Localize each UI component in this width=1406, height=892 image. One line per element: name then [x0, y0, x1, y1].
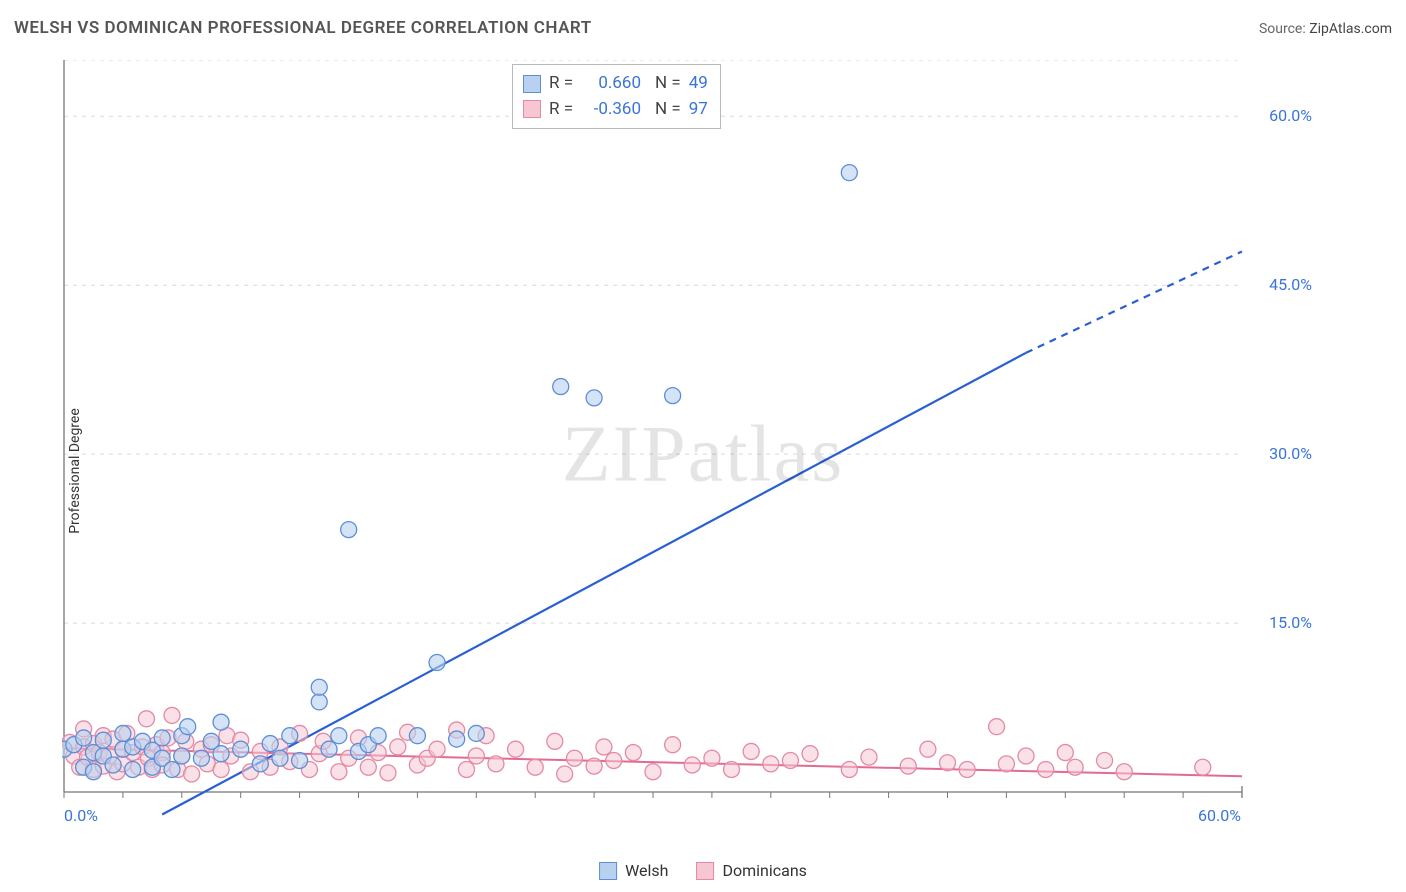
x-tick-0: 0.0%	[64, 806, 98, 825]
dominicans-n: 97	[689, 97, 708, 123]
y-tick-15: 15.0%	[1252, 613, 1312, 632]
legend-item-dominicans: Dominicans	[696, 861, 806, 880]
scatter-plot	[62, 60, 1322, 840]
chart-source: Source: ZipAtlas.com	[1259, 21, 1392, 37]
chart-header: WELSH VS DOMINICAN PROFESSIONAL DEGREE C…	[14, 18, 1392, 38]
source-label: Source:	[1259, 21, 1306, 37]
swatch-dominicans	[523, 100, 541, 118]
legend-label-welsh: Welsh	[625, 861, 668, 880]
correlation-stats-box: R = 0.660 N = 49 R = -0.360 N = 97	[512, 64, 721, 129]
chart-area: Professional Degree ZIPatlas R = 0.660 N…	[14, 60, 1392, 882]
stats-row-dominicans: R = -0.360 N = 97	[523, 97, 708, 123]
source-value: ZipAtlas.com	[1309, 21, 1392, 37]
swatch-welsh	[523, 75, 541, 93]
dominicans-r: -0.360	[581, 97, 641, 123]
legend-label-dominicans: Dominicans	[722, 861, 806, 880]
bottom-legend: Welsh Dominicans	[599, 861, 807, 880]
stats-row-welsh: R = 0.660 N = 49	[523, 71, 708, 97]
legend-item-welsh: Welsh	[599, 861, 668, 880]
welsh-r: 0.660	[581, 71, 641, 97]
y-tick-60: 60.0%	[1252, 106, 1312, 125]
legend-swatch-dominicans	[696, 862, 714, 880]
y-tick-45: 45.0%	[1252, 275, 1312, 294]
legend-swatch-welsh	[599, 862, 617, 880]
x-tick-60: 60.0%	[1198, 806, 1241, 825]
chart-title: WELSH VS DOMINICAN PROFESSIONAL DEGREE C…	[14, 18, 592, 38]
welsh-n: 49	[689, 71, 708, 97]
y-tick-30: 30.0%	[1252, 444, 1312, 463]
